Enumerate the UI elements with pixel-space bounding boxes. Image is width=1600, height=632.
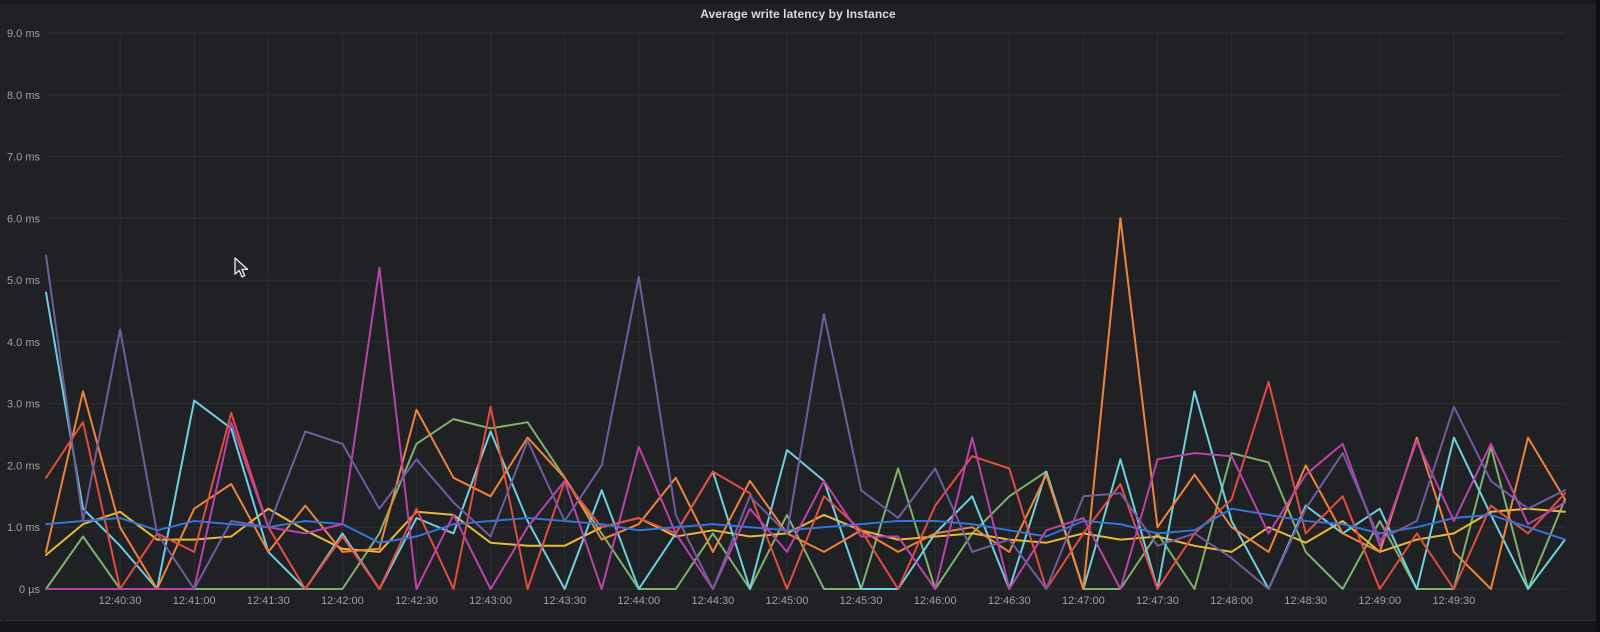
x-axis-tick-label: 12:43:30: [543, 595, 586, 607]
x-axis-tick-label: 12:42:00: [321, 595, 364, 607]
x-axis-tick-label: 12:47:00: [1062, 595, 1105, 607]
x-axis-tick-label: 12:44:00: [617, 595, 660, 607]
x-axis-tick-label: 12:46:30: [988, 595, 1031, 607]
x-axis-tick-label: 12:46:00: [914, 595, 957, 607]
y-axis-tick-label: 8.0 ms: [7, 90, 41, 102]
y-axis-tick-label: 7.0 ms: [7, 152, 41, 164]
panel-resize-area: [0, 620, 1596, 632]
series-line-magenta[interactable]: [45, 266, 1566, 590]
latency-panel: Average write latency by Instance 0 µs 1.…: [0, 0, 1596, 620]
panel-title[interactable]: Average write latency by Instance: [700, 7, 896, 21]
y-axis-tick-label: 0 µs: [19, 584, 41, 596]
y-axis-tick-label: 6.0 ms: [7, 213, 41, 225]
x-axis-tick-label: 12:45:30: [840, 595, 883, 607]
x-axis-tick-label: 12:41:30: [247, 595, 290, 607]
x-axis-tick-label: 12:40:30: [99, 595, 142, 607]
series-line-yellow[interactable]: [45, 507, 1566, 556]
x-axis-tick-label: 12:48:30: [1284, 595, 1327, 607]
latency-line-chart[interactable]: 0 µs 1.0 ms 2.0 ms 3.0 ms 4.0 ms 5.0 ms 6.0 ms…: [0, 4, 1596, 624]
y-axis-tick-label: 5.0 ms: [7, 275, 41, 287]
page-right-edge: [1596, 0, 1600, 632]
y-axis-tick-label: 4.0 ms: [7, 337, 41, 349]
series-line-blue[interactable]: [45, 507, 1566, 544]
series-line-cyan[interactable]: [45, 291, 1566, 590]
x-axis-tick-label: 12:44:30: [691, 595, 734, 607]
series-line-violet[interactable]: [45, 254, 1566, 590]
x-axis-tick-label: 12:48:00: [1210, 595, 1253, 607]
x-axis-tick-label: 12:47:30: [1136, 595, 1179, 607]
y-axis-tick-label: 3.0 ms: [7, 399, 41, 411]
x-axis-tick-label: 12:43:00: [469, 595, 512, 607]
x-axis-tick-label: 12:42:30: [395, 595, 438, 607]
x-axis-tick-label: 12:45:00: [766, 595, 809, 607]
x-axis-tick-label: 12:41:00: [173, 595, 216, 607]
x-axis-tick-label: 12:49:30: [1432, 595, 1475, 607]
series-line-green[interactable]: [45, 418, 1566, 590]
series-line-red[interactable]: [45, 381, 1566, 590]
y-axis-tick-label: 2.0 ms: [7, 460, 41, 472]
y-axis-tick-label: 1.0 ms: [7, 522, 41, 534]
y-axis-tick-label: 9.0 ms: [7, 28, 41, 40]
x-axis-tick-label: 12:49:00: [1358, 595, 1401, 607]
